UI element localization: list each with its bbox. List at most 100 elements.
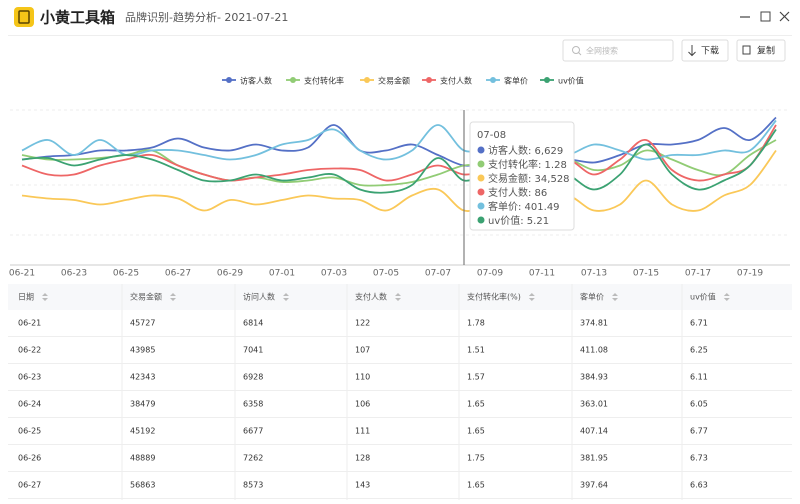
tooltip-item: 支付人数: 86 xyxy=(488,186,547,199)
download-button[interactable] xyxy=(681,39,729,62)
column-header: 日期 xyxy=(18,293,34,302)
legend-swatch xyxy=(290,77,296,83)
legend-swatch xyxy=(364,77,370,83)
tooltip-dot xyxy=(477,146,485,154)
divider xyxy=(8,35,792,36)
x-tick-label: 06-29 xyxy=(217,269,243,279)
table-cell: 6.73 xyxy=(690,454,708,463)
table-cell: 381.95 xyxy=(580,454,608,463)
table-cell: 1.65 xyxy=(467,400,485,409)
table-cell: 1.65 xyxy=(467,427,485,436)
logo-glyph xyxy=(18,10,30,24)
sort-icon xyxy=(395,293,401,301)
table-cell: 110 xyxy=(355,373,370,382)
column-header: 客单价 xyxy=(580,292,604,302)
series-line xyxy=(21,119,777,161)
tooltip-dot xyxy=(477,160,485,168)
table-cell: 42343 xyxy=(130,373,155,382)
sort-icon xyxy=(283,293,289,301)
legend-label: 支付人数 xyxy=(440,76,472,86)
table-cell: 374.81 xyxy=(580,319,608,328)
tooltip-dot xyxy=(477,216,485,224)
table-cell: 06-25 xyxy=(18,427,41,436)
search-placeholder: 全网搜索 xyxy=(586,46,618,56)
table-cell: 1.78 xyxy=(467,319,485,328)
table-cell: 45192 xyxy=(130,427,155,436)
table-cell: 7262 xyxy=(243,454,263,463)
sort-icon xyxy=(612,293,618,301)
x-tick-label: 07-07 xyxy=(425,269,451,279)
table-cell: 6928 xyxy=(243,373,263,382)
x-tick-label: 07-19 xyxy=(737,269,763,279)
tooltip-item: 访客人数: 6,629 xyxy=(488,144,563,157)
table-cell: 143 xyxy=(355,481,370,490)
table-cell: 122 xyxy=(355,319,370,328)
series-line xyxy=(21,149,777,212)
copy-icon xyxy=(742,45,751,55)
series-line xyxy=(21,124,777,182)
search-box[interactable] xyxy=(562,39,674,62)
table-cell: 6358 xyxy=(243,400,263,409)
tooltip xyxy=(469,121,575,231)
table-cell: 128 xyxy=(355,454,370,463)
table-cell: 06-26 xyxy=(18,454,41,463)
tooltip-item: 交易金额: 34,528 xyxy=(488,172,570,185)
table-cell: 06-23 xyxy=(18,373,41,382)
table-cell: 45727 xyxy=(130,319,155,328)
column-header: 支付人数 xyxy=(355,292,387,302)
x-tick-label: 07-09 xyxy=(477,269,503,279)
table-cell: 48889 xyxy=(130,454,155,463)
logo xyxy=(14,7,34,27)
table-cell: 8573 xyxy=(243,481,263,490)
x-tick-label: 07-03 xyxy=(321,269,347,279)
table-cell: 6677 xyxy=(243,427,263,436)
x-tick-label: 07-13 xyxy=(581,269,607,279)
table-cell: 06-24 xyxy=(18,400,41,409)
x-tick-label: 07-01 xyxy=(269,269,295,279)
tooltip-dot xyxy=(477,202,485,210)
table-cell: 43985 xyxy=(130,346,155,355)
x-tick-label: 06-27 xyxy=(165,269,191,279)
tooltip-item: 客单价: 401.49 xyxy=(488,200,560,213)
table-cell: 06-22 xyxy=(18,346,41,355)
column-header: 支付转化率(%) xyxy=(467,292,521,302)
table-cell: 397.64 xyxy=(580,481,608,490)
table-cell: 38479 xyxy=(130,400,155,409)
table-cell: 384.93 xyxy=(580,373,608,382)
table-cell: 107 xyxy=(355,346,370,355)
sort-icon xyxy=(723,293,730,301)
table-cell: 6814 xyxy=(243,319,263,328)
table-cell: 56863 xyxy=(130,481,155,490)
search-icon xyxy=(572,46,580,54)
table-cell: 7041 xyxy=(243,346,263,355)
plot: 06-21 06-23 06-25 06-27 06-29 07-01 07-03 07-05… xyxy=(9,116,777,279)
table-header xyxy=(8,284,792,310)
download-label: 下载 xyxy=(701,45,719,57)
table-cell: 6.25 xyxy=(690,346,708,355)
x-tick-label: 07-15 xyxy=(633,269,659,279)
app-name: 小黄工具箱 xyxy=(40,9,115,27)
table-cell: 06-21 xyxy=(18,319,41,328)
close-button[interactable] xyxy=(779,11,790,22)
legend-label: 客单价 xyxy=(504,76,528,86)
legend-label: uv价值 xyxy=(558,76,584,86)
table-cell: 106 xyxy=(355,400,370,409)
tooltip-item: uv价值: 5.21 xyxy=(488,214,549,227)
column-header: uv价值 xyxy=(690,292,716,302)
column-header: 访问人数 xyxy=(243,292,275,302)
data-table: 日期 交易金额 访问人数 支付人数 支付转化率(%) 客单价 uv价值 06-21 45727 6… xyxy=(8,284,792,500)
legend-label: 支付转化率 xyxy=(304,76,344,86)
table-cell: 06-27 xyxy=(18,481,41,490)
tooltip-item: 支付转化率: 1.28 xyxy=(488,158,567,171)
copy-button[interactable] xyxy=(736,39,786,62)
table-cell: 6.05 xyxy=(690,400,708,409)
x-tick-label: 07-17 xyxy=(685,269,711,279)
table-cell: 6.71 xyxy=(690,319,708,328)
copy-label: 复制 xyxy=(757,45,775,57)
sort-icon xyxy=(42,293,48,301)
x-tick-label: 06-25 xyxy=(113,269,139,279)
column-header: 交易金额 xyxy=(130,292,162,302)
maximize-button[interactable] xyxy=(760,11,771,22)
